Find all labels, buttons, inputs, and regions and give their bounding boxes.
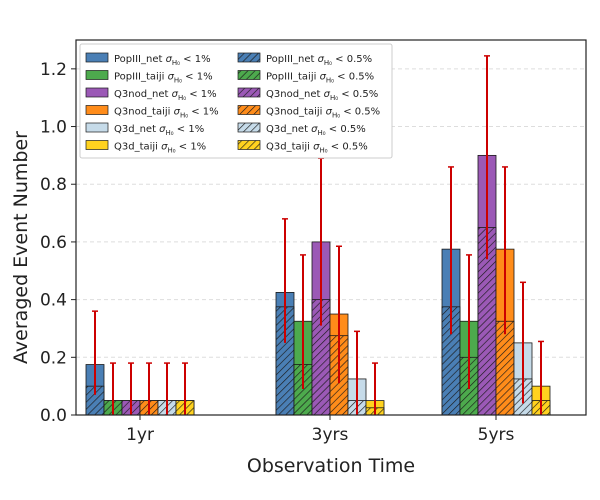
legend-threshold: < 1% [180,54,211,65]
legend-sigma: σ [320,72,327,83]
y-tick-label: 0.0 [40,406,67,426]
legend-series-name: PopIII_taiji [266,72,320,83]
legend-series-name: Q3nod_taiji [114,107,174,118]
legend-threshold: < 0.5% [338,89,378,100]
legend-swatch-PopIII_net-half-pct [237,52,261,63]
legend-threshold: < 1% [182,72,213,83]
legend-sigma-subscript: H₀ [326,77,334,85]
x-axis-title: Observation Time [247,455,415,477]
legend-label-Q3d_net-1pct: Q3d_net σH₀ < 1% [114,124,204,137]
bars [85,154,551,416]
legend-series-name: Q3nod_net [266,89,324,100]
x-tick-label: 3yrs [312,425,349,445]
legend-sigma: σ [326,107,333,118]
y-tick-label: 0.8 [40,175,67,195]
legend-series-name: Q3d_taiji [114,142,161,153]
legend-sigma: σ [168,72,175,83]
legend-sigma-subscript: H₀ [320,147,328,155]
legend-sigma-subscript: H₀ [174,77,182,85]
legend-swatch-Q3d_taiji-half-pct [237,140,261,150]
x-axis: 1yr 3yrs 5yrs [126,415,514,445]
legend-sigma-subscript: H₀ [180,112,188,120]
legend-threshold: < 1% [174,124,205,135]
legend-swatch-Q3nod_taiji-half-pct [237,105,261,115]
y-tick-label: 0.4 [40,291,67,311]
legend-sigma-subscript: H₀ [330,94,338,102]
y-tick-label: 1.2 [40,60,67,80]
legend-threshold: < 1% [176,142,207,153]
error-bars [92,55,544,415]
legend-swatch-Q3d_net-1pct [85,122,109,133]
legend-sigma: σ [174,107,181,118]
legend-label-PopIII_taiji-half-pct: PopIII_taiji σH₀ < 0.5% [266,72,374,85]
legend-sigma: σ [311,124,318,135]
y-axis: 0.0 0.2 0.4 0.6 0.8 1.0 1.2 [40,60,76,426]
legend-sigma-subscript: H₀ [318,129,326,137]
legend-swatch-Q3d_taiji-1pct [85,140,109,150]
y-tick-label: 0.6 [40,233,67,253]
legend-sigma-subscript: H₀ [166,129,174,137]
bar-Q3nod_taiji-half-pct [495,320,515,416]
legend-label-PopIII_net-half-pct: PopIII_net σH₀ < 0.5% [266,54,372,67]
legend-swatch-PopIII_taiji-1pct [85,70,109,80]
legend-sigma: σ [324,89,331,100]
legend-label-Q3d_taiji-half-pct: Q3d_taiji σH₀ < 0.5% [266,142,368,155]
legend-sigma: σ [318,54,325,65]
legend-sigma: σ [161,142,168,153]
legend-sigma: σ [313,142,320,153]
legend-label-Q3nod_net-half-pct: Q3nod_net σH₀ < 0.5% [266,89,378,102]
legend-label-Q3d_net-half-pct: Q3d_net σH₀ < 0.5% [266,124,366,137]
legend: PopIII_net σH₀ < 1% PopIII_net σH₀ < 0.5%… [79,43,393,159]
legend-swatch-Q3nod_taiji-1pct [85,105,109,115]
legend-series-name: Q3d_net [114,124,159,135]
legend-threshold: < 0.5% [332,54,372,65]
x-tick-label: 1yr [126,425,154,445]
legend-threshold: < 1% [188,107,219,118]
legend-swatch-PopIII_net-1pct [85,52,109,63]
legend-sigma: σ [166,54,173,65]
legend-swatch-Q3nod_net-1pct [85,87,109,98]
legend-swatch-PopIII_taiji-half-pct [237,70,261,80]
legend-series-name: Q3d_net [266,124,311,135]
legend-threshold: < 0.5% [334,72,374,83]
legend-label-PopIII_taiji-1pct: PopIII_taiji σH₀ < 1% [114,72,213,85]
legend-series-name: Q3nod_net [114,89,172,100]
legend-sigma-subscript: H₀ [324,59,332,67]
legend-sigma-subscript: H₀ [172,59,180,67]
y-tick-label: 0.2 [40,348,67,368]
legend-label-Q3nod_net-1pct: Q3nod_net σH₀ < 1% [114,89,217,102]
legend-series-name: PopIII_net [266,54,318,65]
legend-sigma: σ [172,89,179,100]
legend-series-name: Q3d_taiji [266,142,313,153]
legend-box [79,43,393,159]
legend-threshold: < 0.5% [340,107,380,118]
legend-label-PopIII_net-1pct: PopIII_net σH₀ < 1% [114,54,211,67]
legend-swatch-Q3nod_net-half-pct [237,87,261,98]
legend-swatch-Q3d_net-half-pct [237,122,261,133]
legend-sigma: σ [159,124,166,135]
legend-series-name: Q3nod_taiji [266,107,326,118]
legend-series-name: PopIII_net [114,54,166,65]
plot-frame [75,39,587,416]
y-tick-label: 1.0 [40,118,67,138]
legend-threshold: < 1% [186,89,217,100]
legend-label-Q3d_taiji-1pct: Q3d_taiji σH₀ < 1% [114,142,206,155]
legend-sigma-subscript: H₀ [178,94,186,102]
legend-label-Q3nod_taiji-1pct: Q3nod_taiji σH₀ < 1% [114,107,219,120]
legend-sigma-subscript: H₀ [168,147,176,155]
legend-sigma-subscript: H₀ [332,112,340,120]
legend-threshold: < 0.5% [328,142,368,153]
x-tick-label: 5yrs [478,425,515,445]
y-axis-title: Averaged Event Number [10,131,32,364]
legend-label-Q3nod_taiji-half-pct: Q3nod_taiji σH₀ < 0.5% [266,107,380,120]
legend-threshold: < 0.5% [326,124,366,135]
legend-series-name: PopIII_taiji [114,72,168,83]
